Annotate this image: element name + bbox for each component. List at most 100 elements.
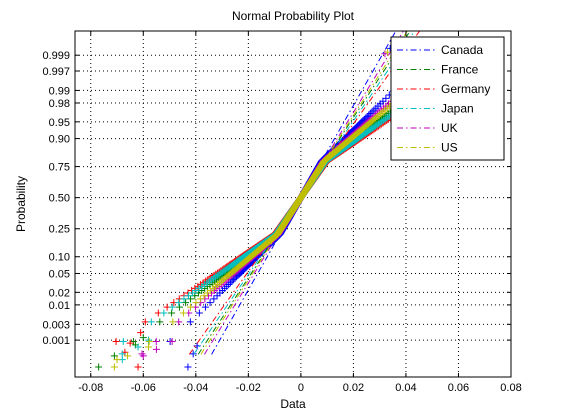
x-tick-label: -0.04 bbox=[183, 382, 208, 394]
data-point bbox=[184, 292, 192, 300]
data-point bbox=[152, 338, 160, 346]
y-tick-label: 0.01 bbox=[49, 300, 70, 312]
x-tick-label: 0.02 bbox=[343, 382, 364, 394]
data-point bbox=[368, 108, 376, 116]
data-point bbox=[145, 336, 153, 344]
y-tick-label: 0.02 bbox=[49, 287, 70, 299]
data-point bbox=[119, 338, 127, 346]
y-tick-label: 0.10 bbox=[49, 252, 70, 264]
data-point bbox=[228, 277, 236, 285]
x-tick-label: 0.08 bbox=[500, 382, 521, 394]
data-point bbox=[187, 303, 195, 311]
x-tick-label: -0.08 bbox=[78, 382, 103, 394]
data-point bbox=[382, 94, 390, 102]
legend-box bbox=[390, 36, 505, 161]
data-point bbox=[379, 117, 387, 125]
data-point bbox=[126, 339, 134, 347]
data-point bbox=[110, 363, 118, 371]
ticks: -0.08 -0.06 -0.04 -0.02 0 0.02 0.04 0.06 0.08 0.0… bbox=[42, 31, 522, 394]
data-point bbox=[192, 299, 200, 307]
reference-line bbox=[188, 31, 421, 355]
data-point bbox=[182, 299, 190, 307]
legend-label: Germany bbox=[441, 82, 490, 96]
data-point bbox=[156, 318, 164, 326]
data-point bbox=[110, 352, 118, 360]
y-tick-label: 0.75 bbox=[49, 162, 70, 174]
y-tick-label: 0.98 bbox=[49, 98, 70, 110]
data-point bbox=[180, 295, 188, 303]
series-us bbox=[110, 31, 439, 371]
y-tick-label: 0.99 bbox=[49, 85, 70, 97]
y-tick-label: 0.999 bbox=[42, 50, 70, 62]
data-point bbox=[184, 363, 192, 371]
data-point bbox=[168, 309, 176, 317]
data-point bbox=[138, 350, 146, 358]
chart-title: Normal Probability Plot bbox=[232, 9, 355, 23]
series-layer bbox=[95, 31, 468, 371]
data-point bbox=[363, 113, 371, 121]
data-point bbox=[218, 277, 226, 285]
axes-frame bbox=[74, 30, 512, 378]
data-point bbox=[134, 363, 142, 371]
data-point bbox=[168, 338, 176, 346]
data-point bbox=[210, 295, 218, 303]
x-tick-label: -0.06 bbox=[131, 382, 156, 394]
x-axis-title: Data bbox=[280, 397, 306, 411]
legend-label: US bbox=[441, 141, 458, 155]
data-point bbox=[225, 280, 233, 288]
x-tick-label: 0 bbox=[298, 382, 304, 394]
data-point bbox=[113, 356, 121, 364]
data-point bbox=[112, 338, 120, 346]
data-point bbox=[147, 318, 155, 326]
data-point bbox=[169, 318, 177, 326]
data-point bbox=[373, 113, 381, 121]
x-tick-label: -0.02 bbox=[236, 382, 261, 394]
data-point bbox=[372, 114, 380, 122]
reference-line bbox=[197, 31, 411, 355]
y-tick-label: 0.90 bbox=[49, 134, 70, 146]
y-axis-title: Probability bbox=[14, 176, 28, 232]
data-point bbox=[186, 318, 194, 326]
data-point bbox=[168, 303, 176, 311]
data-point bbox=[379, 97, 387, 105]
data-point bbox=[195, 309, 203, 317]
x-tick-label: 0.04 bbox=[395, 382, 416, 394]
x-tick-label: 0.06 bbox=[448, 382, 469, 394]
legend-label: Japan bbox=[441, 102, 474, 116]
data-point bbox=[365, 111, 373, 119]
legend-label: UK bbox=[441, 121, 458, 135]
data-point bbox=[189, 350, 197, 358]
data-point bbox=[160, 309, 168, 317]
y-tick-label: 0.05 bbox=[49, 268, 70, 280]
y-tick-label: 0.50 bbox=[49, 193, 70, 205]
y-tick-label: 0.997 bbox=[42, 66, 70, 78]
data-point bbox=[362, 114, 370, 122]
legend-label: Canada bbox=[441, 43, 483, 57]
data-point bbox=[137, 329, 145, 337]
grid bbox=[75, 31, 512, 377]
y-tick-label: 0.95 bbox=[49, 117, 70, 129]
y-tick-label: 0.001 bbox=[42, 335, 70, 347]
data-point bbox=[201, 303, 209, 311]
data-point bbox=[196, 295, 204, 303]
legend: Canada France Germany Japan UK US bbox=[390, 36, 505, 161]
data-point bbox=[95, 363, 103, 371]
y-tick-label: 0.25 bbox=[49, 224, 70, 236]
data-point bbox=[226, 279, 234, 287]
y-tick-label: 0.003 bbox=[42, 319, 70, 331]
legend-label: France bbox=[441, 63, 479, 77]
data-point bbox=[176, 303, 184, 311]
data-point bbox=[366, 110, 374, 118]
data-point bbox=[152, 345, 160, 353]
data-point bbox=[141, 318, 149, 326]
data-point bbox=[175, 299, 183, 307]
data-point bbox=[139, 334, 147, 342]
data-point bbox=[378, 118, 386, 126]
data-point bbox=[145, 343, 153, 351]
data-point bbox=[145, 338, 153, 346]
data-point bbox=[179, 309, 187, 317]
data-point bbox=[124, 352, 132, 360]
data-point bbox=[134, 343, 142, 351]
